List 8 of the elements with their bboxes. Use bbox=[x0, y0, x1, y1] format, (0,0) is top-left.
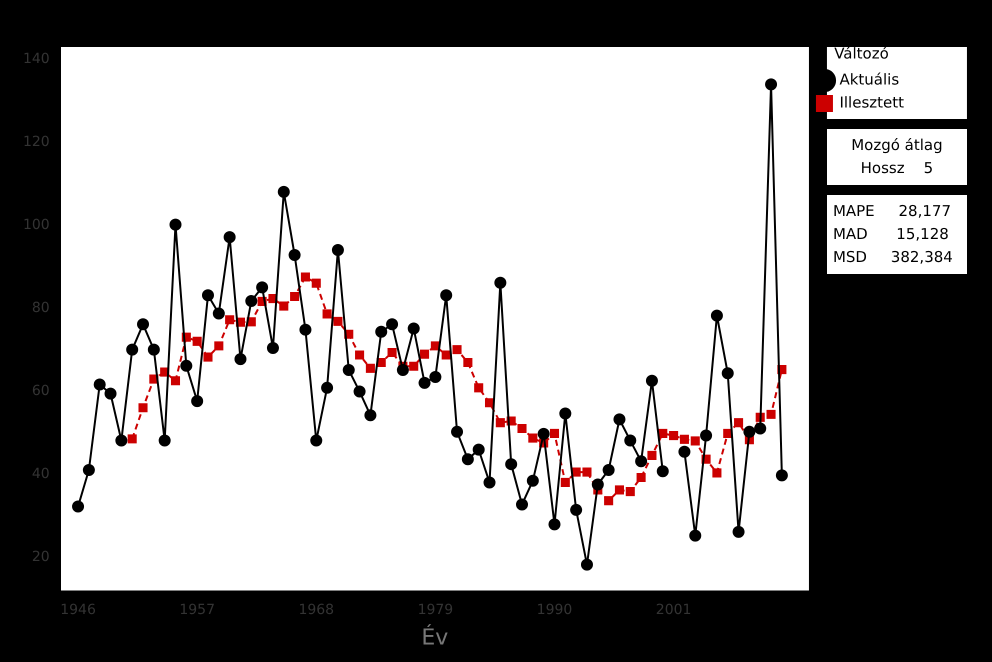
text: MAD 15,128 bbox=[832, 224, 950, 245]
x-axis-title: Év bbox=[421, 624, 448, 651]
text: Hossz 5 bbox=[860, 158, 934, 179]
text: MSD 382,384 bbox=[832, 247, 954, 268]
text: MAPE 28,177 bbox=[832, 201, 952, 222]
legend-label: Illesztett bbox=[839, 93, 904, 112]
text: Mozgó átlag bbox=[850, 135, 944, 156]
legend-label: Aktuális bbox=[839, 70, 900, 88]
